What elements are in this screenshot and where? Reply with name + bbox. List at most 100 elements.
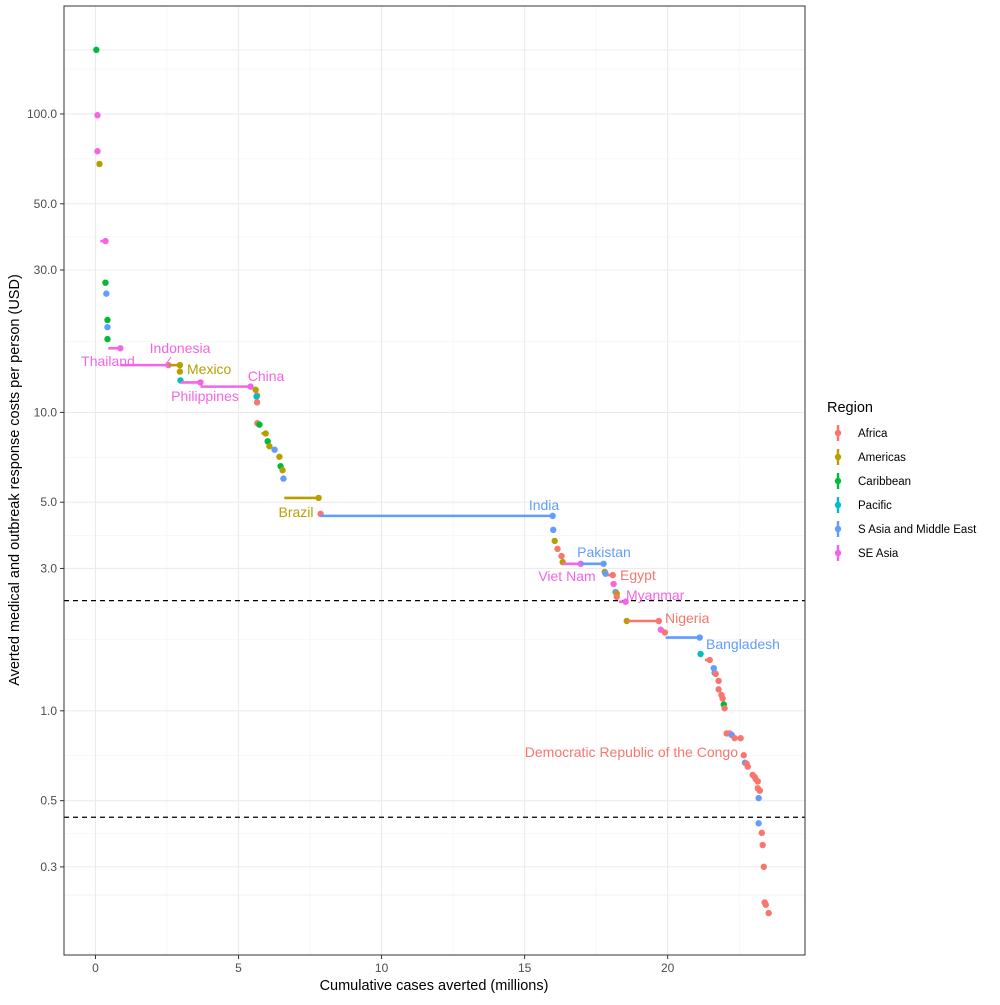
legend-label: Caribbean [858,476,911,488]
plot-panel-border [63,5,806,956]
y-axis: 0.3 0.5 1.0 3.0 5.0 10.0 30.0 50.0 100.0 [27,107,64,874]
x-tick-label: 15 [518,961,532,975]
data-point [697,650,704,658]
data-point [758,829,765,837]
data-point [253,393,260,400]
x-tick-label: 0 [92,961,99,975]
indonesia-leader-line [165,356,172,365]
y-tick-label: 50.0 [34,197,58,211]
data-point [715,686,722,693]
data-point [762,901,770,908]
country-label: Mexico [187,361,232,377]
data-point [94,112,101,119]
data-point [280,475,287,482]
country-label: Thailand [81,353,135,369]
data-point [104,323,111,331]
y-axis-title: Averted medical and outbreak response co… [7,274,23,686]
data-point [744,763,751,770]
legend-key-dot [834,501,842,509]
data-point [754,778,761,785]
y-tick-label: 5.0 [40,495,57,509]
data-point [756,787,763,794]
data-point [715,677,722,685]
grid [64,6,805,955]
data-point [655,617,663,625]
legend-key-dot [834,429,842,437]
data-point [613,593,620,601]
legend-label: S Asia and Middle East [858,524,977,536]
y-tick-label: 100.0 [27,107,57,121]
data-point [551,537,558,545]
data-point [759,841,766,849]
x-axis-title: Cumulative cases averted (millions) [320,978,549,994]
data-point [558,552,565,560]
y-tick-label: 0.3 [40,860,57,874]
data-point [755,820,762,827]
data-point [609,571,616,579]
country-label: Bangladesh [706,636,780,652]
country-label: Brazil [278,504,313,520]
data-point [104,335,111,343]
data-point [94,148,101,155]
data-point [721,705,728,712]
legend-title: Region [827,400,873,416]
data-point [176,361,184,369]
y-tick-label: 1.0 [40,704,57,718]
data-point [315,494,322,502]
data-point [262,430,269,437]
data-point [264,438,271,445]
data-point [253,399,261,406]
legend: Region Africa Americas Caribbean Pacific S A… [827,400,977,561]
data-point [600,560,607,567]
y-tick-label: 0.5 [40,794,57,808]
country-label: Philippines [171,388,239,404]
data-point [96,160,103,168]
legend-key-dot [834,477,842,485]
data-point [104,316,111,324]
country-labels: Thailand Indonesia Mexico Philippines China B… [81,340,780,760]
data-point [696,634,703,641]
plot-background [64,6,805,955]
data-point [661,629,669,636]
legend-key-dot [834,453,842,461]
data-point [102,279,109,286]
data-marks [93,46,772,917]
legend-label: Americas [858,452,906,464]
data-point [279,467,286,474]
country-label: Viet Nam [538,568,595,584]
data-point [103,290,110,297]
y-tick-label: 3.0 [40,561,57,575]
country-label: India [529,497,560,513]
data-point [276,453,283,460]
x-tick-label: 5 [235,961,242,975]
data-point [740,752,747,759]
data-point [710,664,717,672]
y-tick-label: 10.0 [34,405,58,419]
country-label: Pakistan [577,544,631,560]
data-point [102,237,109,245]
data-point [252,386,259,394]
data-point [266,443,273,450]
data-point [760,863,768,871]
x-tick-label: 20 [661,961,675,975]
country-label: Indonesia [150,340,211,356]
country-label: Myanmar [626,587,685,603]
legend-label: SE Asia [858,548,899,560]
legend-key-dot [834,549,842,557]
y-tick-label: 30.0 [34,263,58,277]
data-point [602,570,609,577]
x-axis: 0 5 10 15 20 [92,955,675,975]
legend-label: Africa [858,428,888,440]
data-point [622,598,629,605]
country-label: Egypt [620,567,656,583]
data-point [550,526,557,534]
data-point [93,46,100,54]
data-point [765,909,772,917]
data-point [256,421,263,428]
data-point [610,580,617,588]
data-point [271,446,278,453]
data-point [117,345,124,352]
country-label: Democratic Republic of the Congo [525,744,738,760]
legend-key-dot [834,525,842,533]
